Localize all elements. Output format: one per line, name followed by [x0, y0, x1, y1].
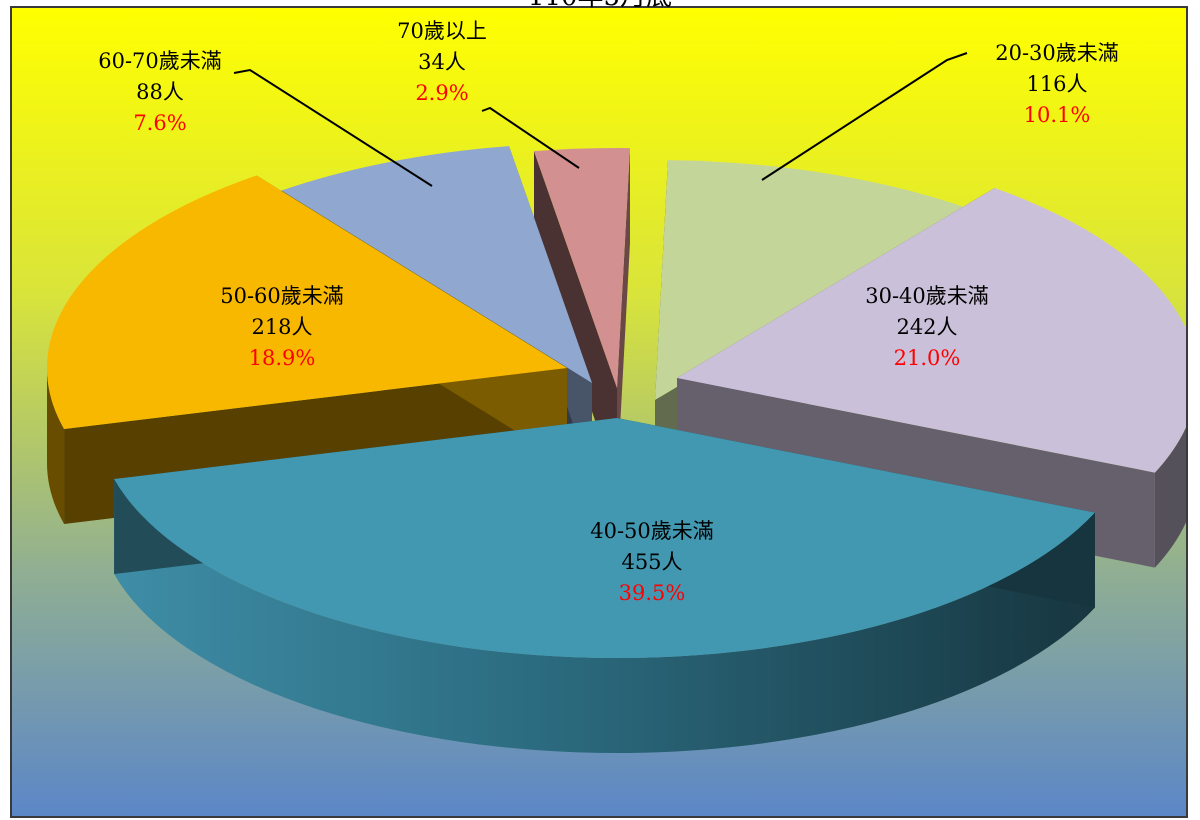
slice-top: [47, 175, 567, 430]
slice-wall: [617, 148, 630, 483]
slice-count: 455人: [621, 550, 682, 574]
slice-top: [655, 160, 973, 400]
slice-top: [677, 187, 1186, 473]
chart-frame: 20-30歲未滿 116人 10.1% 30-40歲未滿 242人 21.0% 40-50歲…: [10, 6, 1188, 818]
slice-count: 88人: [136, 80, 184, 104]
slice-label: 70歲以上: [397, 19, 487, 43]
slice-percent: 39.5%: [619, 581, 686, 605]
slice-count: 34人: [418, 50, 466, 74]
pie-chart: 20-30歲未滿 116人 10.1% 30-40歲未滿 242人 21.0% 40-50歲…: [12, 8, 1186, 816]
slice-side: [1154, 427, 1186, 568]
slice-percent: 18.9%: [249, 346, 316, 370]
slice-percent: 10.1%: [1024, 103, 1091, 127]
slice-count: 242人: [896, 315, 957, 339]
slice-top: [114, 418, 1095, 659]
slice-top: [281, 146, 592, 383]
slice-percent: 7.6%: [133, 111, 186, 135]
slice-percent: 21.0%: [894, 346, 961, 370]
slice-count: 218人: [251, 315, 312, 339]
slice-labels: 20-30歲未滿 116人 10.1% 30-40歲未滿 242人 21.0% 40-50歲…: [98, 19, 1119, 605]
slice-side: [114, 479, 1095, 754]
slice-wall: [534, 151, 617, 484]
slice-label: 30-40歲未滿: [865, 284, 989, 308]
slice-label: 40-50歲未滿: [590, 519, 714, 543]
slice-label: 20-30歲未滿: [995, 41, 1119, 65]
slice-label: 60-70歲未滿: [98, 49, 222, 73]
chart-title: 110年5月底: [0, 0, 1200, 10]
slice-70歲以上: [534, 148, 630, 484]
slice-side: [47, 368, 65, 525]
leader-line-60-70歲未滿: [233, 68, 433, 187]
leader-line-70歲以上: [481, 106, 580, 169]
slice-top: [534, 148, 630, 388]
slice-40-50歲未滿: [114, 418, 1095, 754]
slice-count: 116人: [1026, 72, 1087, 96]
leader-line-20-30歲未滿: [761, 52, 968, 181]
pie-slices: [47, 146, 1186, 754]
slice-label: 50-60歲未滿: [220, 284, 344, 308]
leader-lines: [233, 52, 968, 187]
slice-percent: 2.9%: [415, 81, 468, 105]
